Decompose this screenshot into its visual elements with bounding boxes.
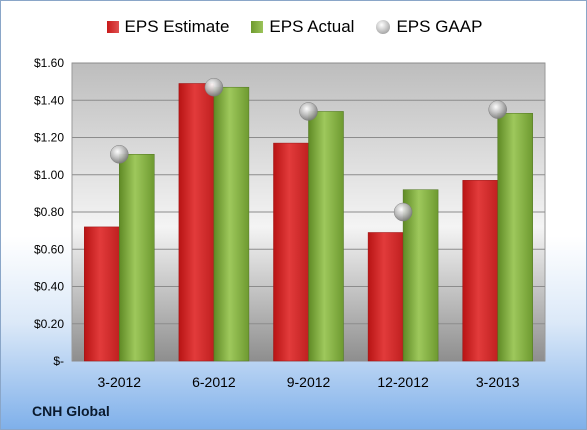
y-tick-label: $0.80: [34, 205, 64, 219]
legend-label-actual: EPS Actual: [269, 17, 355, 36]
y-axis-ticks: $- $0.20 $0.40 $0.60 $0.80 $1.00 $1.20 $1.40 $1.…: [34, 56, 64, 368]
bar-eps-actual: [497, 113, 533, 362]
legend-item-actual: EPS Actual: [251, 17, 354, 37]
x-tick-label: 6-2012: [192, 374, 236, 390]
legend-label-gaap: EPS GAAP: [396, 17, 483, 36]
legend-swatch-actual: [251, 21, 264, 33]
legend-swatch-estimate: [106, 21, 119, 33]
bar-eps-estimate: [84, 226, 120, 362]
y-tick-label: $1.60: [34, 56, 64, 70]
y-tick-label: $1.00: [34, 168, 64, 182]
marker-eps-gaap: [110, 145, 129, 164]
legend-label-estimate: EPS Estimate: [124, 17, 230, 36]
x-tick-label: 3-2013: [476, 374, 520, 390]
bar-eps-actual: [308, 111, 344, 362]
y-tick-label: $0.20: [34, 317, 64, 331]
y-tick-label: $-: [53, 354, 64, 368]
bar-eps-estimate: [273, 142, 309, 362]
legend-swatch-gaap: [376, 20, 391, 34]
legend-item-estimate: EPS Estimate: [106, 17, 230, 37]
marker-eps-gaap: [393, 202, 413, 222]
bars: [84, 83, 533, 362]
legend: EPS Estimate EPS Actual EPS GAAP: [1, 17, 586, 37]
bar-eps-estimate: [178, 83, 215, 362]
y-tick-label: $1.40: [34, 93, 64, 107]
company-name: CNH Global: [32, 403, 110, 419]
marker-eps-gaap: [488, 100, 507, 119]
bar-eps-estimate: [367, 232, 404, 362]
bar-eps-actual: [119, 154, 155, 362]
bar-eps-estimate: [462, 180, 498, 362]
x-tick-label: 3-2012: [98, 374, 142, 390]
y-tick-label: $0.40: [34, 280, 64, 294]
y-tick-label: $1.20: [34, 131, 64, 145]
x-tick-label: 9-2012: [287, 374, 331, 390]
marker-eps-gaap: [299, 102, 318, 121]
bar-eps-actual: [213, 86, 250, 362]
gaap-markers: [110, 77, 507, 222]
legend-item-gaap: EPS GAAP: [376, 17, 482, 37]
marker-eps-gaap: [204, 77, 224, 97]
x-tick-label: 12-2012: [377, 374, 429, 390]
y-tick-label: $0.60: [34, 242, 64, 256]
x-axis-ticks: 3-2012 6-2012 9-2012 12-2012 3-2013: [98, 374, 520, 390]
